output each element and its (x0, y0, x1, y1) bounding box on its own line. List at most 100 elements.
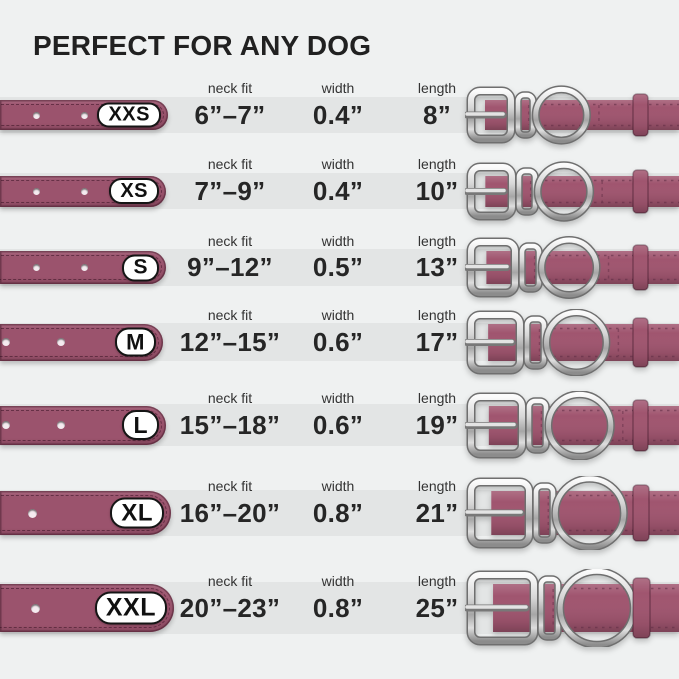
size-badge: XXL (94, 591, 167, 625)
length-value: 10” (415, 175, 459, 206)
column-header-length: length (417, 156, 457, 172)
column-header-neck-fit: neck fit (207, 390, 253, 406)
length-value: 8” (422, 99, 452, 130)
collar-hole (33, 111, 40, 119)
size-badge: S (122, 254, 159, 281)
size-row-xs: XS neck fit 7”–9” width 0.4” length 10” (0, 157, 679, 222)
neck-fit-value: 15”–18” (179, 409, 281, 440)
length-value: 19” (415, 409, 459, 440)
size-row-s: S neck fit 9”–12” width 0.5” length 13” (0, 234, 679, 299)
stitching (0, 179, 162, 203)
width-cell: width 0.8” (280, 574, 396, 634)
size-badge: M (115, 327, 156, 357)
size-row-xl: XL neck fit 16”–20” width 0.8” length 21… (0, 476, 679, 550)
column-header-neck-fit: neck fit (207, 478, 253, 494)
length-cell: length 19” (378, 391, 496, 446)
collar-strap-icon: L (0, 405, 166, 445)
column-header-length: length (417, 232, 457, 249)
width-cell: width 0.5” (280, 234, 396, 286)
size-row-xxs: XXS neck fit 6”–7” width 0.4” length 8” (0, 81, 679, 145)
width-cell: width 0.6” (280, 391, 396, 446)
collar-hole (2, 421, 10, 429)
neck-fit-value: 12”–15” (179, 326, 281, 357)
neck-fit-value: 7”–9” (194, 175, 266, 206)
column-header-length: length (417, 307, 457, 323)
width-value: 0.4” (312, 175, 364, 206)
stitching (0, 495, 167, 531)
width-cell: width 0.4” (280, 81, 396, 133)
collar-strap-icon: XS (0, 175, 166, 207)
collar-strap-icon: XXS (0, 100, 168, 130)
size-row-l: L neck fit 15”–18” width 0.6” length 19” (0, 390, 679, 460)
neck-fit-cell: neck fit 6”–7” (158, 81, 302, 133)
collar-strap-icon: XL (0, 491, 171, 535)
width-cell: width 0.6” (280, 308, 396, 361)
collar-hole (57, 421, 65, 429)
stitching (0, 327, 159, 357)
collar-buckle-icon (465, 85, 679, 145)
length-value: 17” (415, 326, 459, 357)
width-value: 0.5” (312, 252, 364, 282)
collar-strap-icon: XXL (0, 584, 174, 632)
column-header-length: length (417, 390, 457, 406)
column-header-neck-fit: neck fit (207, 307, 253, 323)
length-value: 21” (415, 497, 459, 528)
length-value: 25” (415, 592, 459, 623)
column-header-width: width (321, 390, 355, 406)
collar-strap-icon: M (0, 323, 163, 361)
length-cell: length 25” (378, 574, 496, 634)
neck-fit-value: 20”–23” (179, 592, 281, 623)
collar-hole (81, 111, 88, 119)
collar-hole (28, 508, 37, 518)
column-header-width: width (321, 307, 355, 323)
collar-buckle-icon (465, 308, 679, 376)
length-cell: length 10” (378, 157, 496, 209)
length-cell: length 17” (378, 308, 496, 361)
collar-strap-icon: S (0, 251, 166, 284)
width-cell: width 0.4” (280, 157, 396, 209)
length-cell: length 8” (378, 81, 496, 133)
column-header-width: width (321, 232, 355, 249)
length-cell: length 13” (378, 234, 496, 286)
width-value: 0.4” (312, 99, 364, 130)
stitching (0, 255, 162, 280)
size-badge: L (122, 410, 159, 440)
size-badge: XS (109, 178, 159, 204)
collar-hole (33, 264, 40, 271)
collar-hole (81, 187, 88, 195)
width-value: 0.8” (312, 592, 364, 623)
column-header-width: width (321, 80, 355, 96)
column-header-length: length (417, 573, 457, 589)
size-row-m: M neck fit 12”–15” width 0.6” length 17” (0, 308, 679, 376)
stitching (0, 409, 162, 441)
length-value: 13” (415, 252, 459, 282)
size-badge: XXS (97, 102, 161, 128)
column-header-neck-fit: neck fit (207, 232, 253, 249)
collar-buckle-icon (465, 390, 679, 460)
collar-hole (33, 187, 40, 195)
size-row-xxl: XXL neck fit 20”–23” width 0.8” length 2… (0, 569, 679, 647)
collar-hole (31, 603, 40, 613)
column-header-length: length (417, 478, 457, 494)
collar-hole (57, 338, 65, 346)
neck-fit-cell: neck fit 9”–12” (158, 234, 302, 286)
collar-buckle-icon (465, 476, 679, 550)
stitching (0, 588, 170, 628)
page-title: PERFECT FOR ANY DOG (33, 30, 372, 61)
collar-hole (2, 338, 10, 346)
neck-fit-value: 9”–12” (187, 252, 273, 282)
column-header-width: width (321, 573, 355, 589)
column-header-neck-fit: neck fit (207, 573, 253, 589)
stitching (0, 104, 164, 126)
collar-buckle-icon (465, 160, 679, 222)
size-badge: XL (110, 497, 164, 529)
column-header-width: width (321, 156, 355, 172)
neck-fit-cell: neck fit 12”–15” (158, 308, 302, 361)
column-header-neck-fit: neck fit (207, 156, 253, 172)
neck-fit-value: 6”–7” (194, 99, 266, 130)
width-cell: width 0.8” (280, 479, 396, 536)
width-value: 0.6” (312, 326, 364, 357)
width-value: 0.8” (312, 497, 364, 528)
column-header-neck-fit: neck fit (207, 80, 253, 96)
